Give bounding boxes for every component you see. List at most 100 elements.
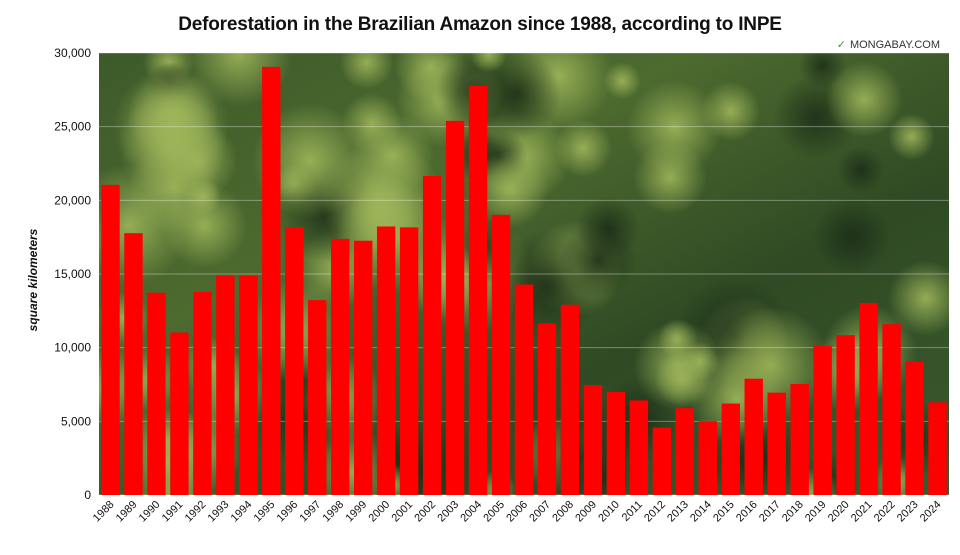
x-tick-label: 1991 — [160, 499, 186, 525]
bar-2006 — [514, 284, 534, 495]
x-tick-label: 2010 — [596, 499, 622, 525]
canopy-texture — [626, 79, 723, 176]
canopy-texture — [184, 178, 222, 216]
x-tick-label: 2016 — [734, 499, 760, 525]
x-tick-label: 1994 — [229, 499, 255, 525]
bar-2012 — [652, 427, 672, 495]
canopy-texture — [837, 146, 885, 194]
bar-2000 — [376, 226, 396, 495]
bar-2015 — [721, 403, 740, 495]
x-tick-label: 1989 — [114, 499, 140, 525]
x-tick-label: 1988 — [91, 499, 117, 525]
y-tick-label: 25,000 — [54, 120, 91, 134]
bar-2009 — [583, 385, 603, 495]
canopy-texture — [813, 198, 891, 276]
x-tick-label: 2006 — [504, 499, 530, 525]
x-tick-label: 1995 — [252, 499, 278, 525]
bar-2007 — [537, 323, 557, 495]
y-tick-label: 5,000 — [61, 414, 91, 428]
bar-1999 — [354, 240, 373, 495]
canopy-texture — [888, 260, 949, 337]
canopy-texture — [470, 150, 549, 229]
bar-2016 — [744, 378, 763, 495]
bar-1989 — [124, 233, 143, 495]
canopy-texture — [127, 70, 219, 162]
y-tick-label: 15,000 — [54, 267, 91, 281]
bar-2019 — [813, 345, 832, 495]
x-tick-label: 1997 — [298, 499, 324, 525]
x-tick-label: 2022 — [872, 499, 898, 525]
bar-2005 — [491, 214, 511, 496]
canopy-texture — [554, 119, 612, 178]
canopy-texture — [470, 53, 507, 73]
canopy-texture — [825, 60, 903, 138]
y-tick-label: 10,000 — [54, 341, 91, 355]
bar-1994 — [239, 275, 258, 495]
bar-2020 — [836, 335, 855, 495]
canopy-texture — [576, 196, 641, 260]
bar-1998 — [331, 238, 350, 495]
canopy-texture — [603, 61, 642, 100]
bar-2024 — [928, 402, 947, 495]
x-tick-label: 2000 — [366, 499, 392, 525]
y-tick-labels: 0 5,000 10,000 15,000 20,000 25,000 30,000 — [54, 46, 91, 502]
canopy-texture — [798, 53, 847, 90]
x-tick-label: 2015 — [711, 499, 737, 525]
bar-2017 — [767, 392, 786, 495]
x-tick-label: 2012 — [642, 499, 668, 525]
x-tick-label: 2004 — [458, 499, 484, 525]
bar-1996 — [285, 227, 304, 495]
x-tick-label: 2013 — [665, 499, 691, 525]
bar-2022 — [882, 324, 901, 495]
canopy-texture — [306, 426, 400, 495]
bar-2003 — [445, 120, 465, 495]
canopy-texture — [339, 53, 394, 90]
x-tick-label: 2002 — [412, 499, 438, 525]
x-tick-label: 1992 — [183, 499, 209, 525]
canopy-texture — [887, 113, 935, 161]
bar-1993 — [216, 275, 235, 495]
x-tick-label: 2014 — [688, 499, 714, 525]
chart-title: Deforestation in the Brazilian Amazon si… — [178, 14, 782, 35]
bar-2021 — [859, 302, 878, 495]
x-tick-label: 2007 — [527, 499, 553, 525]
watermark-text: MONGABAY.COM — [849, 38, 940, 51]
x-tick-label: 1990 — [137, 499, 163, 525]
x-tick-label: 2021 — [849, 499, 875, 525]
x-tick-label: 1993 — [206, 499, 232, 525]
bar-2013 — [675, 408, 694, 495]
bar-2011 — [629, 400, 649, 495]
bar-2018 — [790, 383, 809, 495]
x-tick-label: 2003 — [435, 499, 461, 525]
x-tick-labels: 1988198919901991199219931994199519961997… — [91, 499, 944, 525]
canopy-texture — [472, 53, 562, 139]
x-tick-label: 1998 — [321, 499, 347, 525]
bar-1988 — [101, 184, 120, 496]
bar-1992 — [193, 291, 212, 495]
x-tick-label: 2019 — [803, 499, 829, 525]
bar-2001 — [399, 227, 419, 495]
bar-2004 — [468, 85, 488, 495]
leaf-icon: ✓ — [836, 39, 846, 51]
bar-2010 — [606, 391, 626, 495]
x-tick-label: 2005 — [481, 499, 507, 525]
canopy-texture — [251, 102, 368, 219]
x-tick-label: 2020 — [826, 499, 852, 525]
bar-1991 — [170, 332, 189, 495]
y-tick-label: 30,000 — [54, 46, 91, 60]
bar-2014 — [698, 421, 717, 495]
bars — [101, 66, 947, 496]
x-tick-label: 1996 — [275, 499, 301, 525]
y-tick-label: 0 — [84, 488, 91, 502]
watermark: ✓ MONGABAY.COM — [836, 38, 940, 52]
x-tick-label: 2017 — [757, 499, 783, 525]
bar-1990 — [147, 292, 166, 495]
x-tick-label: 1999 — [344, 499, 370, 525]
bar-1995 — [262, 66, 281, 496]
x-tick-label: 2024 — [918, 499, 944, 525]
x-tick-label: 2018 — [780, 499, 806, 525]
x-tick-label: 2008 — [550, 499, 576, 525]
bar-2008 — [560, 304, 580, 495]
bar-2023 — [905, 361, 924, 495]
x-tick-label: 2001 — [389, 499, 415, 525]
